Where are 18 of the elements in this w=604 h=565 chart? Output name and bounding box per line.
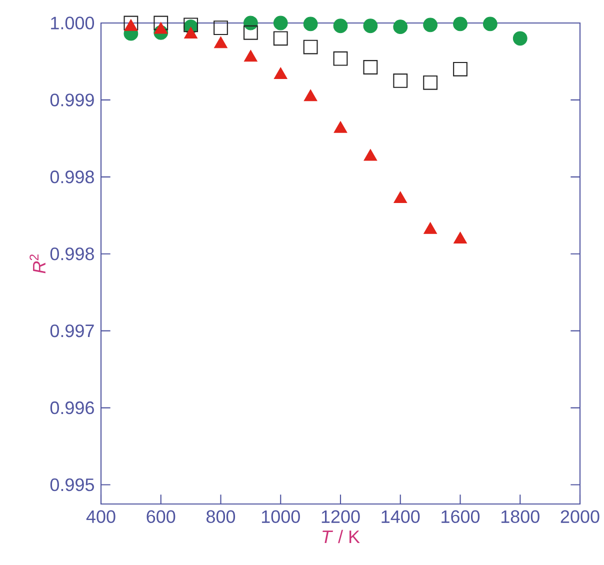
x-axis-title: T / K	[322, 530, 360, 544]
y-axis-title: R$^{2}$	[30, 254, 46, 274]
y-tick-label: 0.995	[50, 478, 94, 492]
y-tick-label: 0.998	[50, 170, 94, 184]
y-tick-label: 0.996	[50, 401, 94, 414]
x-tick-label: 2000	[560, 510, 600, 523]
y-tick-label: 0.999	[50, 94, 94, 106]
x-tick-label: 1800	[501, 510, 540, 523]
x-tick-label: 1600	[442, 510, 480, 523]
y-tick-label: 1.000	[51, 16, 94, 30]
x-tick-label: 600	[146, 510, 176, 523]
x-tick-label: 1200	[322, 510, 360, 523]
x-tick-label: 1000	[262, 510, 300, 523]
y-tick-label: 0.998	[50, 248, 94, 260]
x-tick-label: 1400	[382, 510, 420, 523]
x-tick-label: 800	[206, 510, 236, 523]
x-tick-label: 400	[86, 510, 116, 523]
y-tick-label: 0.997	[50, 324, 94, 338]
